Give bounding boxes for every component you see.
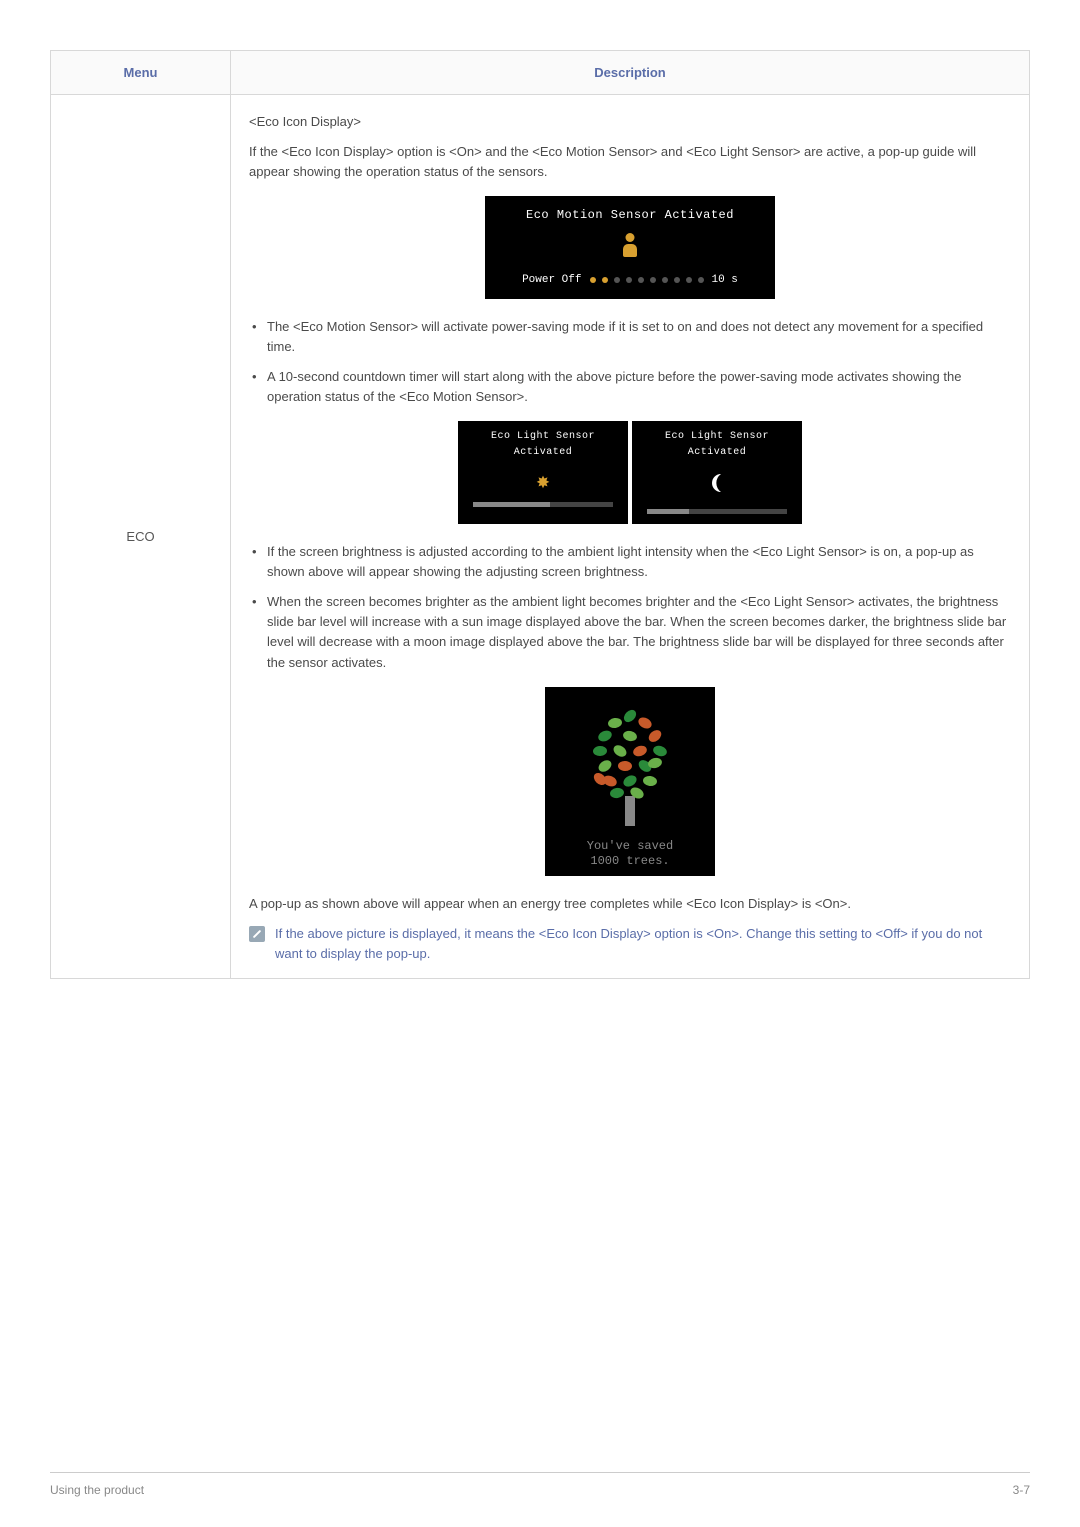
tree-line1: You've saved	[587, 839, 673, 853]
footer-left: Using the product	[50, 1483, 144, 1497]
popup2-right-title: Eco Light Sensor Activated	[640, 429, 794, 460]
table-row: ECO <Eco Icon Display> If the <Eco Icon …	[51, 95, 1030, 979]
popup1-left-label: Power Off	[522, 272, 581, 289]
sun-icon: ✸	[536, 472, 549, 494]
description-cell: <Eco Icon Display> If the <Eco Icon Disp…	[231, 95, 1030, 979]
popup2-left-title: Eco Light Sensor Activated	[466, 429, 620, 460]
tree-icon	[575, 701, 685, 831]
intro-text: If the <Eco Icon Display> option is <On>…	[249, 142, 1011, 182]
note-icon	[249, 926, 265, 942]
eco-light-popup-sun: Eco Light Sensor Activated ✸	[458, 421, 628, 524]
countdown-dots	[590, 277, 704, 283]
brightness-slider-left	[473, 502, 613, 507]
eco-description-table: Menu Description ECO <Eco Icon Display> …	[50, 50, 1030, 979]
popup1-right-label: 10 s	[712, 272, 738, 289]
list-item: When the screen becomes brighter as the …	[249, 592, 1011, 673]
note-text: If the above picture is displayed, it me…	[275, 924, 1011, 964]
menu-cell: ECO	[51, 95, 231, 979]
eco-icon-display-heading: <Eco Icon Display>	[249, 112, 1011, 132]
popup1-title: Eco Motion Sensor Activated	[497, 206, 763, 225]
eco-light-popup-moon: Eco Light Sensor Activated	[632, 421, 802, 524]
list-item: If the screen brightness is adjusted acc…	[249, 542, 1011, 582]
after-tree-text: A pop-up as shown above will appear when…	[249, 894, 1011, 914]
bullets-1: The <Eco Motion Sensor> will activate po…	[249, 317, 1011, 408]
tree-line2: 1000 trees.	[590, 854, 669, 868]
tree-saved-popup: You've saved 1000 trees.	[545, 687, 715, 876]
eco-motion-popup: Eco Motion Sensor Activated Power Off 10…	[485, 196, 775, 298]
list-item: A 10-second countdown timer will start a…	[249, 367, 1011, 407]
brightness-slider-right	[647, 509, 787, 514]
bullets-2: If the screen brightness is adjusted acc…	[249, 542, 1011, 673]
header-description: Description	[231, 51, 1030, 95]
header-menu: Menu	[51, 51, 231, 95]
note-row: If the above picture is displayed, it me…	[249, 924, 1011, 964]
footer-right: 3-7	[1013, 1483, 1030, 1497]
page-footer: Using the product 3-7	[50, 1472, 1030, 1497]
person-icon	[621, 233, 639, 257]
moon-icon	[706, 472, 728, 501]
list-item: The <Eco Motion Sensor> will activate po…	[249, 317, 1011, 357]
